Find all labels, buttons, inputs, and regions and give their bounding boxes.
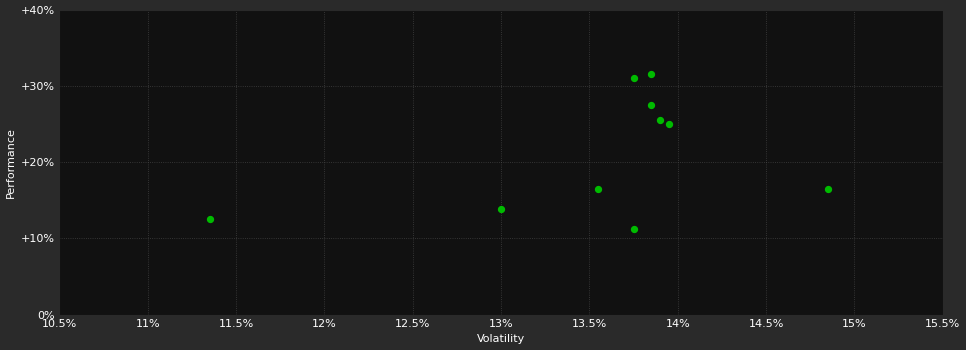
- Point: [626, 75, 641, 81]
- Point: [820, 186, 836, 192]
- Point: [662, 121, 677, 127]
- Point: [590, 186, 606, 192]
- Point: [643, 72, 659, 77]
- Point: [626, 226, 641, 232]
- Point: [643, 102, 659, 108]
- X-axis label: Volatility: Volatility: [477, 335, 526, 344]
- Point: [202, 217, 217, 222]
- Y-axis label: Performance: Performance: [6, 127, 15, 198]
- Point: [494, 206, 509, 212]
- Point: [652, 117, 668, 123]
